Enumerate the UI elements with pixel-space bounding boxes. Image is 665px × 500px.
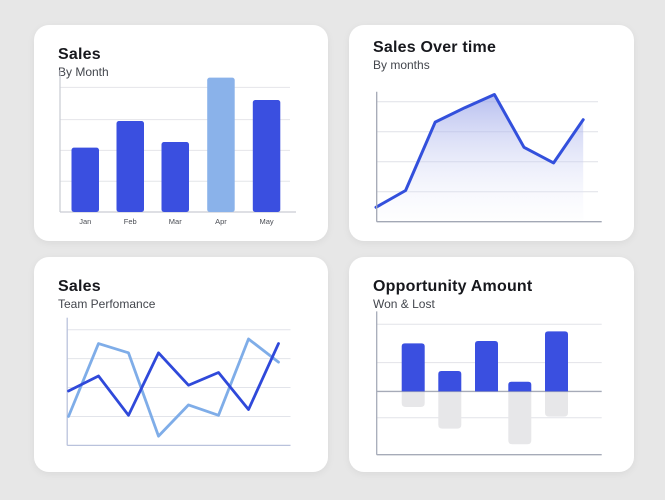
bar-Feb	[116, 121, 144, 212]
card-header: Sales Team Perfomance	[58, 277, 155, 312]
card-header: Sales Over time By months	[373, 38, 496, 73]
card-header: Opportunity Amount Won & Lost	[373, 277, 532, 312]
bar-won	[401, 343, 425, 392]
sales-by-month-bar-chart: Jan Feb Mar Apr May	[59, 70, 296, 226]
card-title: Sales	[58, 278, 101, 295]
card-title: Sales	[58, 46, 101, 63]
card-header: Sales By Month	[58, 45, 109, 80]
card-opportunity-amount: Opportunity Amount Won & Lost	[349, 257, 634, 472]
bar-won	[475, 341, 498, 392]
area-fill	[376, 94, 584, 222]
card-sales-over-time: Sales Over time By months	[349, 25, 634, 241]
bar-won	[438, 371, 462, 392]
x-tick-label: Apr	[215, 217, 227, 226]
card-subtitle: Won & Lost	[373, 297, 435, 311]
card-sales-by-month: Sales By Month Jan Feb Mar Apr May	[34, 25, 328, 241]
card-title: Opportunity Amount	[373, 278, 533, 295]
x-tick-label: Feb	[124, 217, 137, 226]
bar-Apr	[207, 77, 235, 212]
card-subtitle: By Month	[58, 65, 109, 79]
bar-lost	[401, 391, 425, 407]
bar-May	[252, 100, 281, 212]
opportunity-amount-bar-chart	[376, 311, 602, 456]
sales-over-time-area-chart	[374, 91, 602, 223]
bar-lost	[545, 391, 568, 417]
line-series-light	[67, 337, 280, 438]
bar-won	[508, 381, 532, 392]
x-tick-label: May	[259, 217, 273, 226]
bar-won	[545, 331, 568, 392]
bar-lost	[438, 391, 462, 429]
line-series-dark	[67, 342, 280, 417]
card-subtitle: Team Perfomance	[58, 297, 156, 311]
bar-Jan	[71, 147, 99, 212]
bar-Mar	[161, 142, 189, 212]
card-subtitle: By months	[373, 58, 430, 72]
area-line	[374, 93, 585, 209]
card-sales-team-performance: Sales Team Perfomance	[34, 257, 328, 472]
x-tick-label: Mar	[169, 217, 182, 226]
card-title: Sales Over time	[373, 39, 497, 56]
team-performance-line-chart	[66, 317, 291, 447]
x-tick-label: Jan	[79, 217, 91, 226]
bar-lost	[508, 391, 532, 445]
